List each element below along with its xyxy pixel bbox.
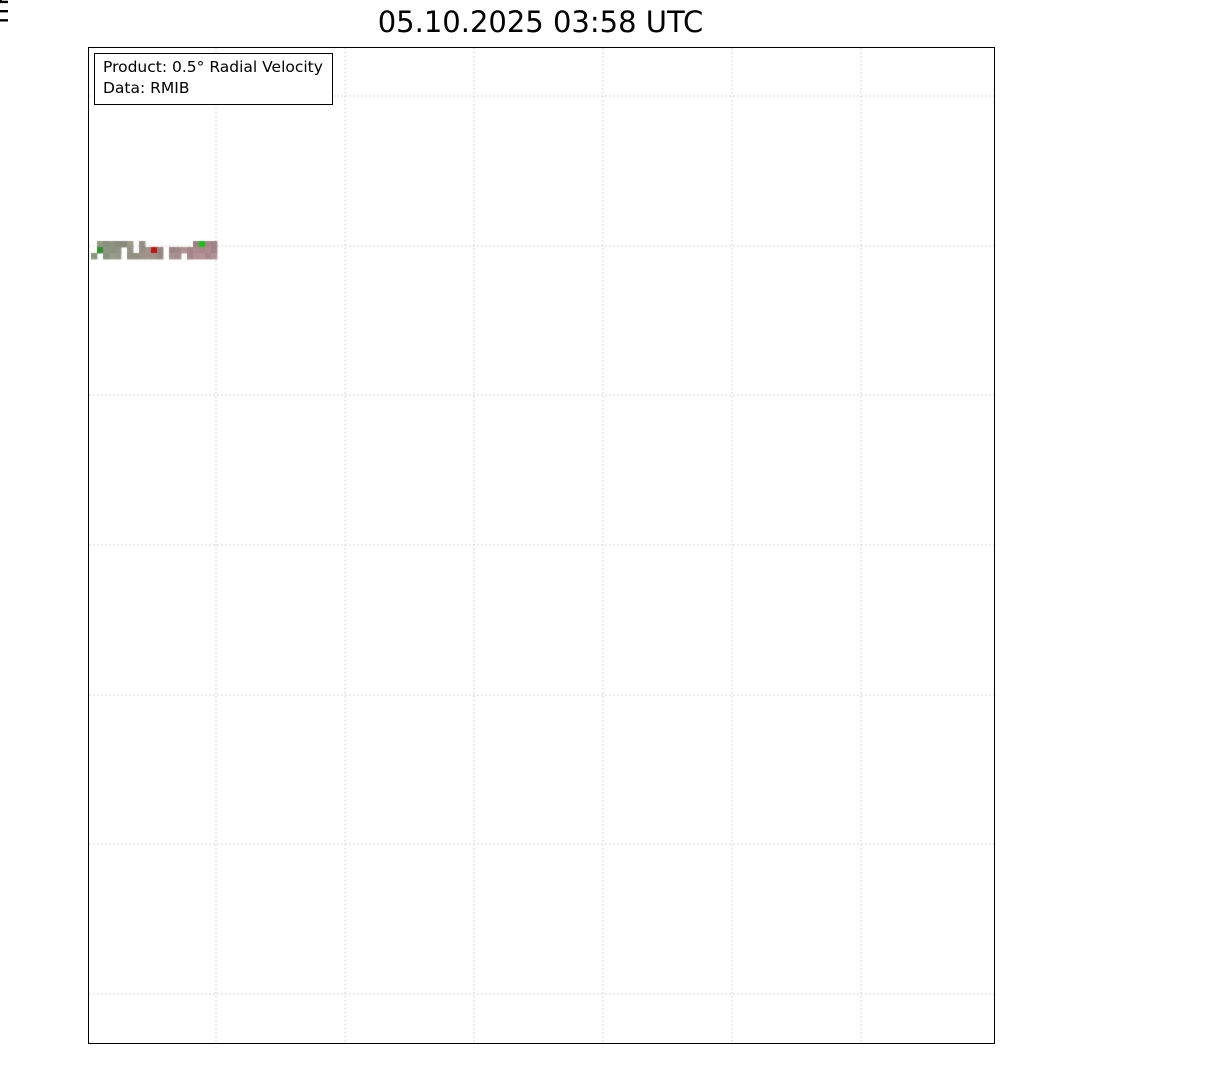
product-info-box: Product: 0.5° Radial Velocity Data: RMIB	[94, 53, 333, 105]
product-info-line: Product: 0.5° Radial Velocity	[103, 58, 323, 76]
map-plot-area: Product: 0.5° Radial Velocity Data: RMIB	[88, 47, 995, 1044]
colorbar	[0, 0, 2, 2]
colorbar-unit-label: m/s	[0, 0, 15, 24]
plot-title: 05.10.2025 03:58 UTC	[377, 5, 704, 39]
radar-map-canvas	[89, 48, 994, 1043]
data-source-line: Data: RMIB	[103, 79, 190, 97]
